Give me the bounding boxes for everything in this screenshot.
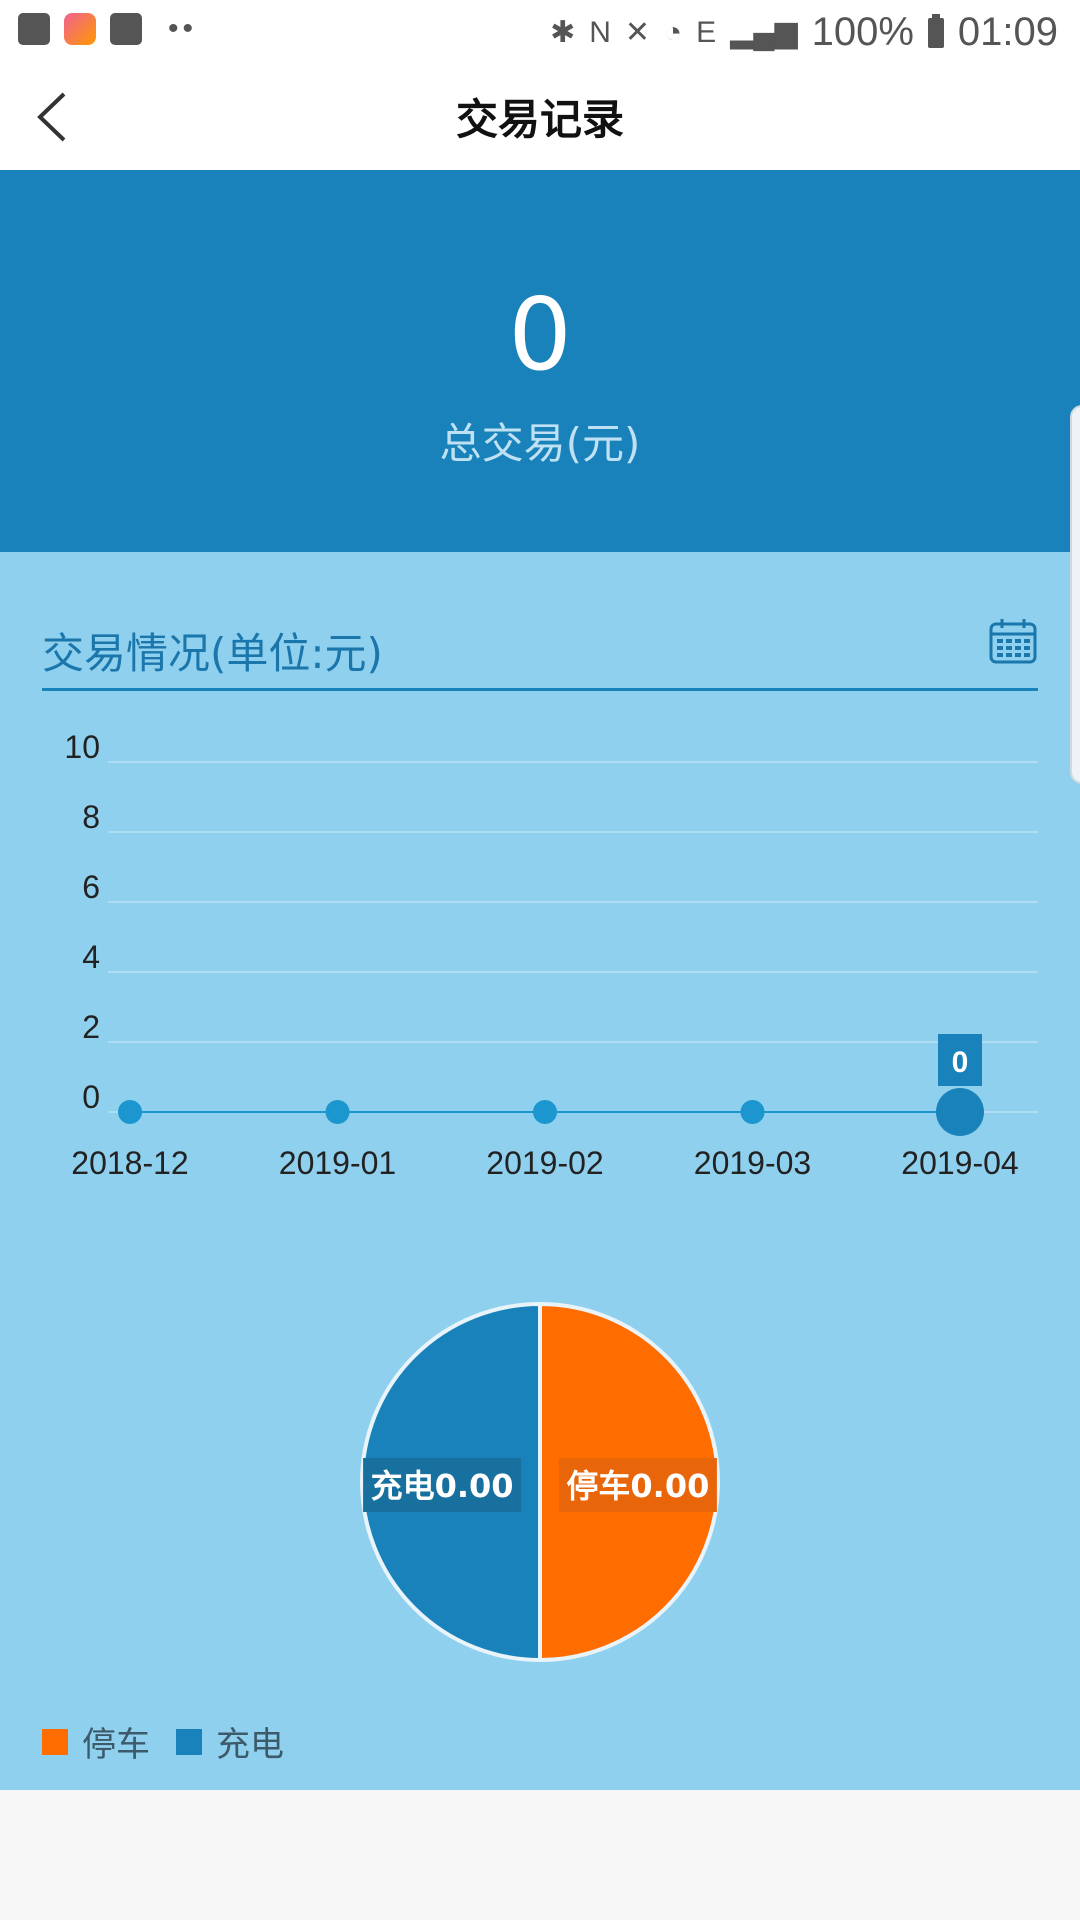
gallery-notification-icon xyxy=(18,13,50,45)
data-point[interactable] xyxy=(118,1100,142,1124)
x-tick-label: 2018-12 xyxy=(71,1145,188,1181)
y-tick-label: 0 xyxy=(82,1079,100,1115)
network-type: E xyxy=(696,15,717,49)
checklist-notification-icon xyxy=(110,13,142,45)
y-tick-label: 6 xyxy=(82,869,100,905)
transaction-type-pie-chart: 停车0.00 充电0.00 xyxy=(360,1301,720,1663)
x-tick-label: 2019-04 xyxy=(901,1145,1018,1181)
clock: 01:09 xyxy=(957,10,1058,54)
app-header: 交易记录 xyxy=(0,64,1080,170)
battery-icon xyxy=(927,13,944,48)
data-point[interactable] xyxy=(936,1088,984,1136)
legend-swatch-parking xyxy=(42,1728,68,1755)
total-amount: 0 xyxy=(508,276,572,393)
more-notifications-icon: •• xyxy=(168,12,198,45)
transaction-chart-panel: 交易情况(单位:元) 0 2 4 6 8 10 2018-12 2019-01 2019-02 2… xyxy=(0,552,1080,1790)
data-point[interactable] xyxy=(740,1100,765,1124)
mute-icon: ✕ xyxy=(624,16,651,49)
x-tick-label: 2019-01 xyxy=(279,1145,396,1181)
total-label: 总交易(元) xyxy=(439,419,641,468)
pie-legend: 停车 充电 xyxy=(42,1717,310,1766)
legend-label: 充电 xyxy=(216,1725,284,1765)
nfc-icon: N xyxy=(589,15,611,49)
x-tick-label: 2019-03 xyxy=(694,1145,811,1181)
data-label: 0 xyxy=(952,1046,969,1079)
slice-label: 停车0.00 xyxy=(566,1467,709,1505)
title-divider xyxy=(42,688,1038,691)
y-tick-label: 2 xyxy=(82,1009,100,1045)
chart-title: 交易情况(单位:元) xyxy=(42,629,383,678)
calendar-icon[interactable] xyxy=(988,616,1038,666)
legend-item-charging[interactable]: 充电 xyxy=(176,1717,284,1766)
total-summary: 0 总交易(元) xyxy=(0,170,1080,552)
slice-label-box xyxy=(363,1458,522,1512)
legend-swatch-charging xyxy=(176,1728,202,1755)
legend-item-parking[interactable]: 停车 xyxy=(42,1717,150,1766)
wifi-icon: ◔ xyxy=(664,15,683,49)
y-tick-label: 10 xyxy=(64,729,100,765)
y-tick-label: 8 xyxy=(82,799,100,835)
data-label-box xyxy=(938,1034,982,1086)
slice-label-box xyxy=(558,1458,717,1512)
edge-panel-handle[interactable] xyxy=(1070,405,1080,784)
bluetooth-icon: ✱ xyxy=(550,16,576,49)
bottom-section xyxy=(0,1790,1080,1920)
signal-icon: ▂▄▆ xyxy=(730,16,798,49)
chevron-left-icon xyxy=(37,92,66,142)
monthly-transaction-line-chart: 0 2 4 6 8 10 2018-12 2019-01 2019-02 2019-03 2019-… xyxy=(64,729,1038,1181)
battery-percent: 100% xyxy=(811,10,914,54)
status-bar: •• ✱ N ✕ ◔ E ▂▄▆ 100% 01:09 xyxy=(0,0,1080,64)
slice-label: 充电0.00 xyxy=(371,1467,514,1505)
legend-label: 停车 xyxy=(82,1725,150,1765)
data-point[interactable] xyxy=(325,1100,350,1124)
x-tick-label: 2019-02 xyxy=(486,1145,603,1181)
data-point[interactable] xyxy=(533,1100,557,1124)
y-tick-label: 4 xyxy=(82,939,100,975)
page-title: 交易记录 xyxy=(455,95,624,144)
app-notification-icon xyxy=(64,13,96,45)
back-button[interactable] xyxy=(24,84,90,150)
